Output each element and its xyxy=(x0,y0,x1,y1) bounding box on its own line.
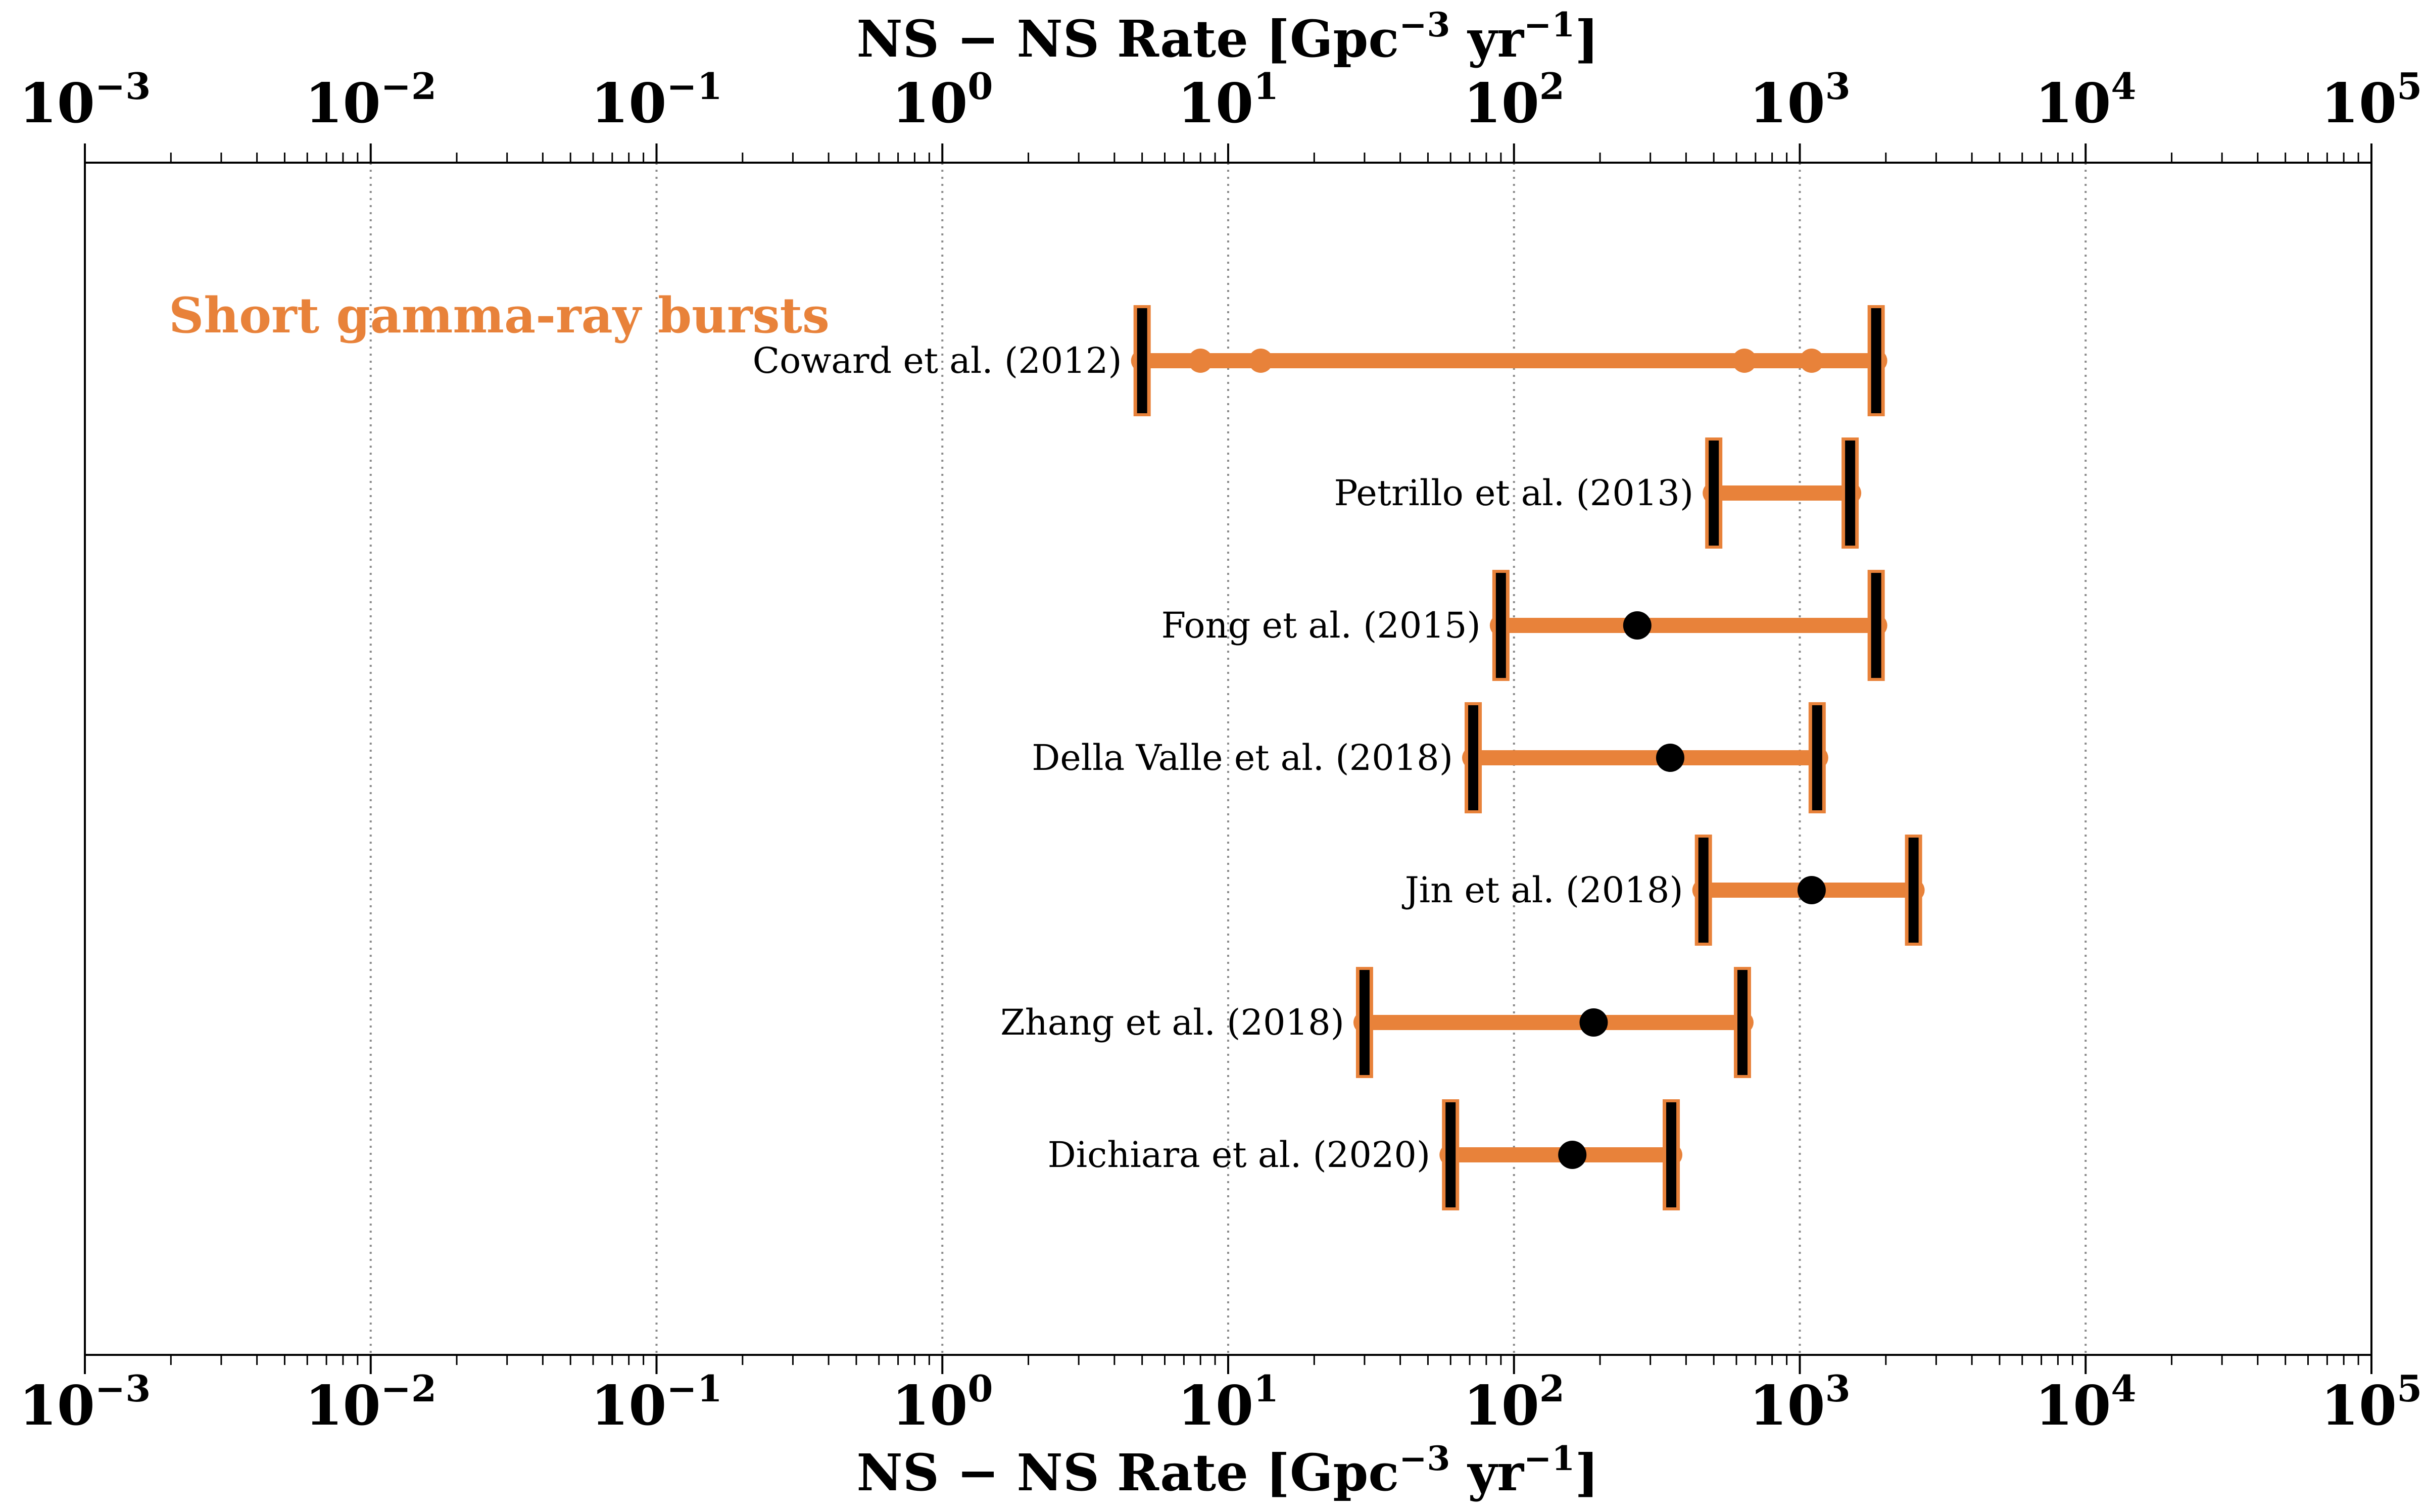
cap-dot xyxy=(1699,886,1708,895)
tick-label-bottom: 100 xyxy=(892,1367,993,1438)
tick-label-bottom: 10−1 xyxy=(591,1367,722,1438)
study-label: Dichiara et al. (2020) xyxy=(1048,1134,1431,1176)
cap-dot xyxy=(1846,489,1855,498)
cap-dot xyxy=(1137,356,1147,365)
cap-dot xyxy=(1812,753,1822,762)
tick-label-bottom: 103 xyxy=(1749,1367,1850,1438)
study-label: Della Valle et al. (2018) xyxy=(1032,737,1453,778)
central-value xyxy=(1656,744,1684,772)
tick-label-bottom: 10−2 xyxy=(305,1367,437,1438)
bars-layer xyxy=(1131,305,1925,1210)
data-point xyxy=(1799,349,1824,373)
cap-dot xyxy=(1871,356,1881,365)
tick-label-bottom: 10−3 xyxy=(19,1367,151,1438)
cap-dot xyxy=(1709,489,1719,498)
tick-label-top: 103 xyxy=(1749,65,1850,135)
study-label: Coward et al. (2012) xyxy=(753,340,1122,381)
cap-dot xyxy=(1871,621,1881,630)
cap-dot xyxy=(1667,1150,1676,1159)
data-point xyxy=(1248,349,1273,373)
study-label: Jin et al. (2018) xyxy=(1402,869,1683,911)
tick-label-bottom: 101 xyxy=(1178,1367,1279,1438)
tick-label-top: 10−2 xyxy=(305,65,437,135)
study-label: Petrillo et al. (2013) xyxy=(1334,472,1693,514)
study-label: Fong et al. (2015) xyxy=(1161,605,1481,646)
cap-dot xyxy=(1469,753,1478,762)
cap-dot xyxy=(1496,621,1506,630)
tick-label-top: 104 xyxy=(2035,65,2136,135)
tick-label-top: 102 xyxy=(1464,65,1565,135)
data-point xyxy=(1188,349,1213,373)
annotation-short-grb: Short gamma-ray bursts xyxy=(169,287,830,344)
tick-label-top: 10−1 xyxy=(591,65,722,135)
x-axis-title-bottom: NS − NS Rate [Gpc−3 yr−1] xyxy=(856,1439,1598,1502)
tick-label-bottom: 102 xyxy=(1464,1367,1565,1438)
cap-dot xyxy=(1360,1018,1369,1027)
labels-layer: 10−3 10−3 10−2 10−2 10−1 10−1 100 100 101 101 102 1… xyxy=(19,5,2422,1502)
cap-dot xyxy=(1737,1018,1747,1027)
axes-layer xyxy=(84,143,2372,1374)
cap-dot xyxy=(1446,1150,1456,1159)
tick-label-top: 105 xyxy=(2321,65,2422,135)
tick-label-bottom: 105 xyxy=(2321,1367,2422,1438)
cap-dot xyxy=(1909,886,1918,895)
central-value xyxy=(1797,876,1826,904)
data-point xyxy=(1732,349,1757,373)
tick-label-top: 101 xyxy=(1178,65,1279,135)
central-value xyxy=(1558,1141,1587,1169)
study-label: Zhang et al. (2018) xyxy=(1000,1002,1344,1043)
central-value xyxy=(1579,1008,1608,1037)
x-axis-title-top: NS − NS Rate [Gpc−3 yr−1] xyxy=(856,5,1598,69)
tick-label-bottom: 104 xyxy=(2035,1367,2136,1438)
tick-label-top: 100 xyxy=(892,65,993,135)
central-value xyxy=(1623,611,1652,640)
tick-label-top: 10−3 xyxy=(19,65,151,135)
